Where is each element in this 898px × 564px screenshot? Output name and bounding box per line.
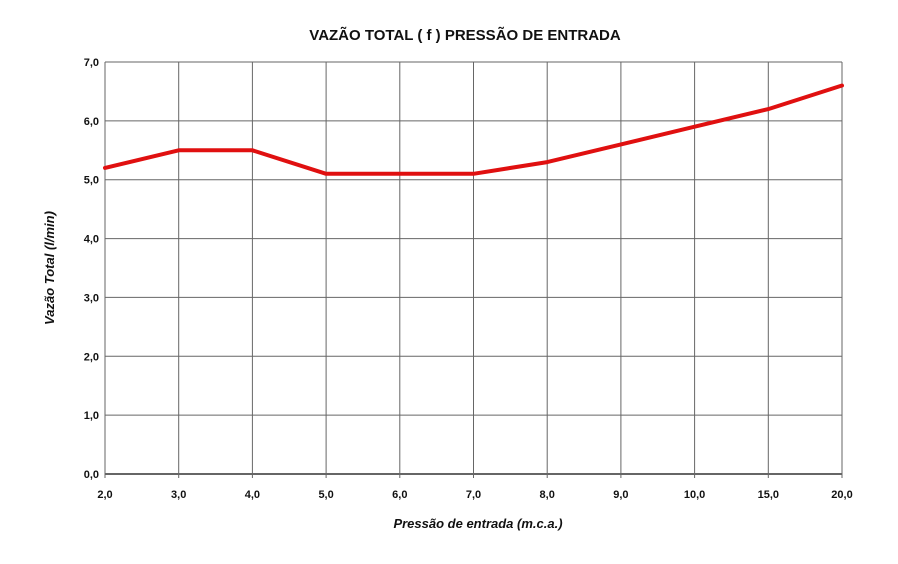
x-tick-label: 15,0 (758, 489, 779, 501)
y-tick-label: 7,0 (84, 57, 99, 69)
y-tick-label: 2,0 (84, 351, 99, 363)
y-tick-label: 4,0 (84, 234, 99, 246)
x-tick-label: 9,0 (613, 489, 628, 501)
x-tick-labels: 2,0 3,0 4,0 5,0 6,0 7,0 8,0 9,0 10,0 15,0 20,0 (97, 489, 852, 501)
y-tick-label: 6,0 (84, 116, 99, 128)
x-tick-label: 2,0 (97, 489, 112, 501)
y-tick-label: 3,0 (84, 292, 99, 304)
chart-title: VAZÃO TOTAL ( f ) PRESSÃO DE ENTRADA (309, 26, 621, 44)
x-tick-label: 3,0 (171, 489, 186, 501)
x-tick-label: 20,0 (831, 489, 852, 501)
y-tick-label: 1,0 (84, 410, 99, 422)
x-tick-label: 4,0 (245, 489, 260, 501)
y-tick-label: 0,0 (84, 469, 99, 481)
grid (104, 61, 843, 478)
y-axis-label: Vazão Total (l/min) (42, 211, 57, 325)
x-tick-label: 10,0 (684, 489, 705, 501)
y-tick-labels: 0,0 1,0 2,0 3,0 4,0 5,0 6,0 7,0 (84, 57, 99, 481)
x-tick-label: 8,0 (540, 489, 555, 501)
y-tick-label: 5,0 (84, 175, 99, 187)
x-tick-label: 5,0 (318, 489, 333, 501)
series-line (103, 83, 844, 176)
x-tick-label: 6,0 (392, 489, 407, 501)
x-tick-label: 7,0 (466, 489, 481, 501)
x-axis-label: Pressão de entrada (m.c.a.) (393, 516, 562, 531)
